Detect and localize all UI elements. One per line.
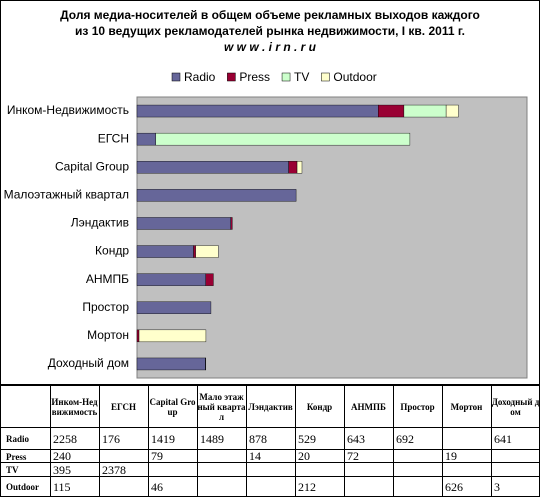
table-value: 692: [396, 431, 414, 446]
legend-swatch: [171, 72, 181, 82]
y-tick-label: Малоэтажный квартал: [4, 188, 129, 202]
table-value: 529: [298, 431, 316, 446]
table-header: Мало этажный квартал: [197, 391, 246, 422]
table-value: 72: [347, 450, 359, 463]
table-value: 79: [151, 450, 163, 463]
y-tick-label: Кондр: [95, 244, 129, 258]
table-header: ЕГСН: [110, 401, 137, 412]
legend-swatch: [321, 72, 330, 82]
bar-segment: [378, 104, 405, 118]
table-value: 1489: [200, 431, 224, 446]
table-value: 176: [102, 431, 120, 446]
table-value: 878: [249, 431, 267, 446]
bar-segment: [138, 329, 207, 343]
bar-segment: [195, 245, 219, 258]
table-header: АНМПБ: [351, 401, 386, 412]
table-row-label: Press: [6, 451, 27, 462]
table-header: Лэндактив: [248, 401, 293, 412]
bar-segment: [193, 245, 196, 258]
table-value: 395: [53, 463, 71, 477]
table-header: Мортон: [450, 401, 483, 412]
bar-segment: [205, 273, 214, 286]
table-value: 20: [298, 450, 310, 463]
table-header: Capital Group: [149, 396, 196, 417]
table-value: 46: [151, 479, 163, 494]
table-row-label: Outdoor: [6, 482, 40, 492]
table-header: Доходный дом: [491, 396, 540, 417]
y-tick-label: ЕГСН: [98, 131, 129, 145]
bar-segment: [136, 357, 206, 371]
table-value: 240: [53, 450, 71, 463]
legend-label: Press: [239, 70, 270, 84]
legend-label: Outdoor: [333, 70, 376, 84]
legend-swatch: [281, 72, 291, 82]
bar-segment: [403, 104, 447, 118]
bar-segment: [288, 161, 298, 174]
table-value: 641: [494, 431, 512, 446]
table-value: 1419: [151, 431, 175, 446]
title-line: w w w . i r n . r u: [224, 40, 317, 54]
bar-segment: [136, 301, 212, 314]
table-value: 115: [53, 479, 71, 494]
y-tick-label: Мортон: [87, 328, 129, 342]
y-tick-label: Capital Group: [55, 159, 129, 173]
legend-swatch: [227, 72, 236, 82]
bar-segment: [136, 245, 194, 258]
title-line: из 10 ведущих рекламодателей рынка недви…: [75, 24, 465, 38]
bar-segment: [296, 161, 303, 174]
y-tick-label: Лэндактив: [71, 216, 129, 230]
bar-segment: [445, 104, 459, 118]
bar-segment: [136, 189, 297, 202]
table-value: 2258: [53, 431, 77, 446]
bar-segment: [155, 132, 411, 146]
table-value: 19: [445, 450, 457, 463]
table-header: Простор: [400, 401, 435, 412]
bar-segment: [136, 217, 232, 230]
bar-segment: [136, 273, 206, 286]
table-value: 643: [347, 431, 365, 446]
table-value: 626: [445, 479, 463, 494]
y-tick-label: Доходный дом: [48, 356, 129, 370]
table-value: 212: [298, 479, 316, 494]
legend-label: Radio: [184, 70, 216, 84]
y-tick-label: АНМПБ: [86, 272, 129, 286]
bar-segment: [136, 161, 289, 174]
legend-label: TV: [294, 70, 309, 84]
table-row-label: Radio: [6, 434, 30, 444]
bar-segment: [136, 104, 379, 118]
table-value: 2378: [102, 463, 126, 477]
table-value: 14: [249, 450, 261, 463]
table-header: Инком-Недвижимость: [51, 396, 98, 417]
table-value: 3: [494, 479, 500, 494]
table-header: Кондр: [306, 401, 333, 412]
bar-segment: [136, 132, 157, 146]
y-tick-label: Инком-Недвижимость: [7, 103, 129, 117]
title-line: Доля медиа-носителей в общем объеме рекл…: [60, 8, 480, 22]
bar-segment: [136, 329, 140, 343]
table-row-label: TV: [6, 465, 19, 475]
y-tick-label: Простор: [82, 300, 129, 314]
bar-segment: [230, 217, 233, 230]
